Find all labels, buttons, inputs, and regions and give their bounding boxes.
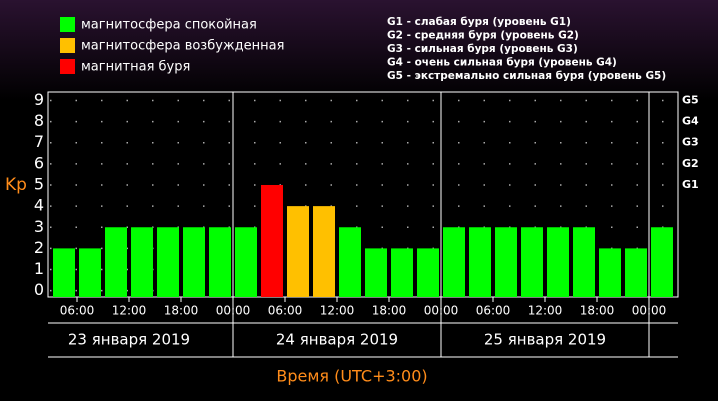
- bar: [79, 248, 101, 297]
- bar: [183, 227, 205, 297]
- x-tick-label: 12:00: [320, 304, 355, 318]
- storm-level-text: G5 - экстремально сильная буря (уровень …: [387, 70, 666, 82]
- y-tick-label: 2: [34, 238, 44, 257]
- bar: [391, 248, 413, 297]
- storm-level-text: G3 - сильная буря (уровень G3): [387, 43, 578, 55]
- legend-label: магнитная буря: [81, 60, 190, 75]
- legend-swatch: [60, 17, 75, 32]
- bar: [339, 227, 361, 297]
- y2-tick-label: G1: [682, 178, 699, 191]
- x-tick-label: 06:00: [60, 304, 95, 318]
- x-tick-label: 12:00: [112, 304, 147, 318]
- y-tick-label: 8: [34, 111, 44, 130]
- legend-label: магнитосфера спокойная: [81, 18, 257, 33]
- legend-swatch: [60, 38, 75, 53]
- legend-swatch: [60, 59, 75, 74]
- x-tick-label: 18:00: [164, 304, 199, 318]
- y-axis-label: Kp: [5, 175, 27, 195]
- y-tick-label: 6: [34, 153, 44, 172]
- bar: [365, 248, 387, 297]
- y-tick-label: 4: [34, 196, 44, 215]
- y-tick-label: 9: [34, 90, 44, 109]
- y-tick-label: 7: [34, 132, 44, 151]
- x-tick-label: 18:00: [580, 304, 615, 318]
- x-axis-label: Время (UTC+3:00): [276, 367, 427, 386]
- x-tick-label: 06:00: [268, 304, 303, 318]
- day-label: 25 января 2019: [484, 331, 606, 349]
- y2-tick-label: G4: [682, 115, 699, 128]
- bar: [261, 184, 283, 297]
- day-label: 23 января 2019: [68, 331, 190, 349]
- bar: [235, 227, 257, 297]
- bar: [469, 227, 491, 297]
- bar: [521, 227, 543, 297]
- bar: [157, 227, 179, 297]
- y-tick-label: 3: [34, 217, 44, 236]
- x-tick-label: 12:00: [528, 304, 563, 318]
- legend-label: магнитосфера возбужденная: [81, 39, 284, 54]
- bar: [651, 227, 673, 297]
- bar: [131, 227, 153, 297]
- y2-tick-label: G5: [682, 93, 699, 106]
- y-tick-label: 5: [34, 174, 44, 193]
- storm-level-text: G2 - средняя буря (уровень G2): [387, 30, 579, 42]
- bar: [625, 248, 647, 297]
- day-label: 24 января 2019: [276, 331, 398, 349]
- bar: [573, 227, 595, 297]
- y-tick-label: 1: [34, 259, 44, 278]
- bar: [495, 227, 517, 297]
- bar: [209, 227, 231, 297]
- bar: [53, 248, 75, 297]
- bar: [417, 248, 439, 297]
- y2-tick-label: G2: [682, 157, 699, 170]
- y2-tick-label: G3: [682, 136, 699, 149]
- bar: [443, 227, 465, 297]
- bar: [547, 227, 569, 297]
- plot-frame: [47, 91, 679, 298]
- bar: [599, 248, 621, 297]
- storm-level-text: G1 - слабая буря (уровень G1): [387, 16, 571, 28]
- storm-level-text: G4 - очень сильная буря (уровень G4): [387, 57, 617, 69]
- bar: [313, 206, 335, 297]
- y-tick-label: 0: [34, 280, 44, 299]
- x-tick-label: 06:00: [476, 304, 511, 318]
- bar: [287, 206, 309, 297]
- bar: [105, 227, 127, 297]
- x-tick-label: 18:00: [372, 304, 407, 318]
